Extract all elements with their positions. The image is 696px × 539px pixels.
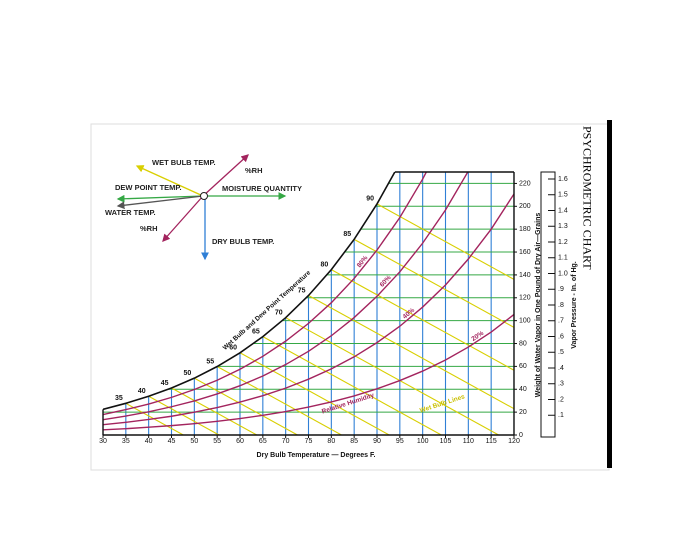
- x-tick-label: 35: [122, 438, 130, 445]
- wet-bulb-label: 45: [161, 380, 169, 387]
- overlay: 30 35 40 45 50 55 60 65 70 75 80 85 90 95 100 105 110 115…: [99, 171, 568, 445]
- y-tick-label: 200: [519, 203, 531, 210]
- wet-bulb-line: [331, 269, 514, 371]
- legend-label: DRY BULB TEMP.: [212, 237, 274, 246]
- vapor-tick-label: 1.1: [558, 255, 568, 262]
- x-tick-label: 100: [417, 438, 429, 445]
- x-tick-label: 95: [396, 438, 404, 445]
- wet-bulb-label: 90: [366, 196, 374, 203]
- wet-bulb-label: 80: [321, 261, 329, 268]
- y-tick-label: 180: [519, 226, 531, 233]
- rh-curve: [103, 172, 469, 421]
- arrow: [116, 195, 204, 210]
- vapor-tick-label: .7: [558, 318, 564, 325]
- vapor-tick-label: 1.6: [558, 176, 568, 183]
- wet-bulb-line: [262, 336, 442, 435]
- wet-bulb-label: 75: [298, 287, 306, 294]
- x-tick-label: 55: [213, 438, 221, 445]
- rh-curve: [103, 193, 514, 426]
- x-tick-label: 75: [305, 438, 313, 445]
- y-tick-label: 60: [519, 363, 527, 370]
- vapor-tick-label: 1.2: [558, 239, 568, 246]
- wet-bulb-line: [148, 395, 220, 435]
- vapor-tick-label: .6: [558, 333, 564, 340]
- x-tick-label: 70: [282, 438, 290, 445]
- arrow: [202, 154, 249, 197]
- page-title: PSYCHROMETRIC CHART: [580, 126, 594, 270]
- wet-bulb-line: [216, 366, 342, 435]
- x-tick-label: 115: [486, 438, 497, 445]
- wet-bulb-line: [353, 238, 514, 328]
- vapor-scale-box: [540, 171, 556, 438]
- y-tick-label: 80: [519, 340, 527, 347]
- wet-bulb-label: 35: [115, 395, 123, 402]
- y-tick-label: 0: [519, 432, 523, 439]
- saturation-curve: [103, 172, 396, 411]
- wet-bulb-label: 55: [206, 358, 214, 365]
- edge-bar: [607, 120, 612, 468]
- legend-label: WET BULB TEMP.: [152, 158, 216, 167]
- x-tick-label: 65: [259, 438, 267, 445]
- wet-bulb-line: [239, 352, 390, 435]
- vapor-axis-label: Vapor Pressure - In. of Hg.: [571, 261, 578, 349]
- card: [90, 123, 610, 471]
- wet-bulb-label: 70: [275, 310, 283, 317]
- y-tick-label: 20: [519, 409, 527, 416]
- wet-bulb-line: [194, 377, 298, 435]
- arrow: [135, 165, 204, 197]
- legend-label: %RH: [245, 166, 263, 175]
- vapor-tick-label: .3: [558, 381, 564, 388]
- wet-bulb-label: 60: [229, 345, 237, 352]
- rh-curve: [103, 172, 428, 416]
- x-tick-label: 120: [508, 438, 520, 445]
- rh-curve: [103, 313, 514, 431]
- wet-bulb-label: 50: [184, 370, 192, 377]
- x-tick-label: 80: [327, 438, 335, 445]
- x-tick-label: 105: [440, 438, 452, 445]
- y-tick-label: 100: [519, 317, 531, 324]
- x-tick-label: 45: [168, 438, 176, 445]
- vapor-tick-label: 1.0: [558, 270, 568, 277]
- legend-label: %RH: [140, 224, 158, 233]
- legend-label: WATER TEMP.: [105, 208, 156, 217]
- legend-diagram: WET BULB TEMP. %RH DEW POINT TEMP. MOIST…: [105, 154, 302, 261]
- vapor-tick-label: 1.5: [558, 192, 568, 199]
- x-tick-label: 110: [463, 438, 474, 445]
- wet-bulb-label: 40: [138, 388, 146, 395]
- x-axis-label: Dry Bulb Temperature — Degrees F.: [257, 452, 376, 459]
- wet-bulb-line: [171, 387, 258, 435]
- y-tick-label: 40: [519, 386, 527, 393]
- vapor-tick-label: .1: [558, 412, 564, 419]
- arrow: [162, 195, 204, 242]
- vapor-tick-label: .5: [558, 349, 564, 356]
- vapor-tick-label: .2: [558, 396, 564, 403]
- y-tick-label: 120: [519, 295, 531, 302]
- vapor-tick-label: 1.4: [558, 207, 568, 214]
- y-tick-label: 220: [519, 180, 531, 187]
- vapor-tick-label: .9: [558, 286, 564, 293]
- y-axis-label: Weight of Water Vapor in One Pound of Dr…: [535, 213, 542, 398]
- vapor-tick-label: .4: [558, 365, 564, 372]
- center-point: [200, 192, 208, 200]
- x-tick-label: 30: [99, 438, 107, 445]
- x-tick-label: 60: [236, 438, 244, 445]
- y-tick-label: 140: [519, 272, 531, 279]
- wet-bulb-label: 85: [343, 231, 351, 238]
- x-tick-label: 85: [350, 438, 358, 445]
- x-tick-label: 40: [145, 438, 153, 445]
- wet-bulb-label: 65: [252, 329, 260, 336]
- arrow: [116, 194, 204, 203]
- wet-bulb-line: [285, 317, 499, 435]
- vapor-tick-label: .8: [558, 302, 564, 309]
- wet-bulb-line: [308, 295, 514, 410]
- x-tick-label: 90: [373, 438, 381, 445]
- legend-label: MOISTURE QUANTITY: [222, 184, 302, 193]
- vapor-tick-label: 1.3: [558, 223, 568, 230]
- y-tick-label: 160: [519, 249, 531, 256]
- x-tick-label: 50: [190, 438, 198, 445]
- legend-label: DEW POINT TEMP.: [115, 183, 182, 192]
